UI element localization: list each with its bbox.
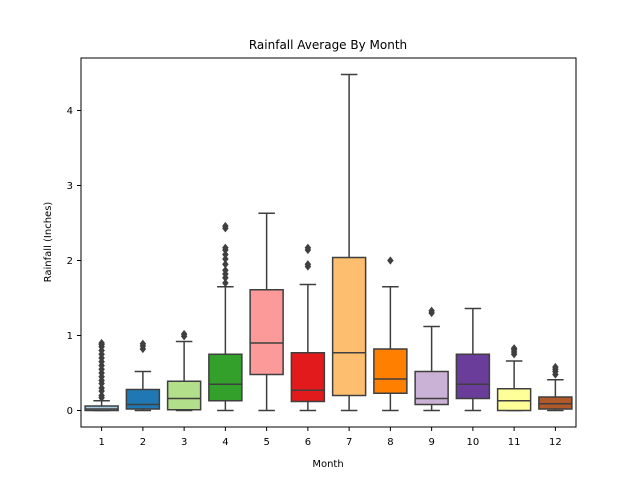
x-tick-label: 10 xyxy=(467,437,480,448)
x-tick-label: 8 xyxy=(387,437,393,448)
x-tick-label: 12 xyxy=(549,437,562,448)
outlier-point xyxy=(98,383,105,393)
x-tick-label: 7 xyxy=(346,437,352,448)
y-axis-label: Rainfall (Inches) xyxy=(43,202,54,283)
box-month-4 xyxy=(208,221,243,412)
iqr-box xyxy=(125,388,161,410)
box-month-1 xyxy=(84,338,119,412)
iqr-box xyxy=(496,388,532,412)
box-month-12 xyxy=(538,362,573,412)
box-month-7 xyxy=(331,73,367,412)
box-month-11 xyxy=(496,344,532,412)
iqr-box xyxy=(290,352,326,403)
chart-title: Rainfall Average By Month xyxy=(249,38,407,52)
iqr-box xyxy=(373,348,408,394)
outlier-point xyxy=(510,344,518,353)
outlier-point xyxy=(222,254,229,264)
y-tick-label: 2 xyxy=(67,256,73,267)
outlier-point xyxy=(304,260,312,269)
outlier-point xyxy=(428,306,435,315)
y-tick-label: 0 xyxy=(67,406,73,417)
iqr-box xyxy=(455,353,491,400)
box-month-9 xyxy=(414,306,449,412)
box-month-6 xyxy=(290,243,326,412)
x-tick-label: 11 xyxy=(508,437,521,448)
outlier-point xyxy=(222,266,229,275)
iqr-box xyxy=(414,370,449,406)
y-tick-label: 1 xyxy=(67,331,73,342)
x-tick-label: 9 xyxy=(428,437,434,448)
y-tick-label: 3 xyxy=(67,181,73,192)
box-month-2 xyxy=(125,339,161,412)
outlier-point xyxy=(98,391,105,400)
outlier-point xyxy=(180,329,188,339)
iqr-box xyxy=(331,256,367,397)
box-month-8 xyxy=(373,256,408,412)
outlier-point xyxy=(222,250,229,259)
outlier-point xyxy=(304,243,312,252)
x-tick-label: 4 xyxy=(222,437,228,448)
iqr-box xyxy=(249,289,284,376)
x-axis-label: Month xyxy=(312,459,343,470)
outlier-point xyxy=(222,260,229,269)
x-tick-label: 5 xyxy=(263,437,269,448)
outlier-point xyxy=(139,339,147,348)
outlier-point xyxy=(222,243,229,252)
plot-area xyxy=(84,73,573,412)
outlier-point xyxy=(98,338,105,348)
axes-frame xyxy=(80,57,577,428)
box-month-5 xyxy=(249,212,284,412)
box-month-10 xyxy=(455,307,491,412)
outlier-point xyxy=(387,256,394,265)
outlier-point xyxy=(222,278,229,288)
y-tick-label: 4 xyxy=(67,106,73,117)
x-tick-label: 1 xyxy=(98,437,104,448)
iqr-box xyxy=(166,380,202,411)
outlier-point xyxy=(222,221,229,231)
box-month-3 xyxy=(166,329,202,412)
outlier-point xyxy=(552,362,559,372)
x-tick-label: 6 xyxy=(305,437,311,448)
x-tick-label: 2 xyxy=(140,437,146,448)
x-tick-label: 3 xyxy=(181,437,187,448)
iqr-box xyxy=(208,353,243,402)
